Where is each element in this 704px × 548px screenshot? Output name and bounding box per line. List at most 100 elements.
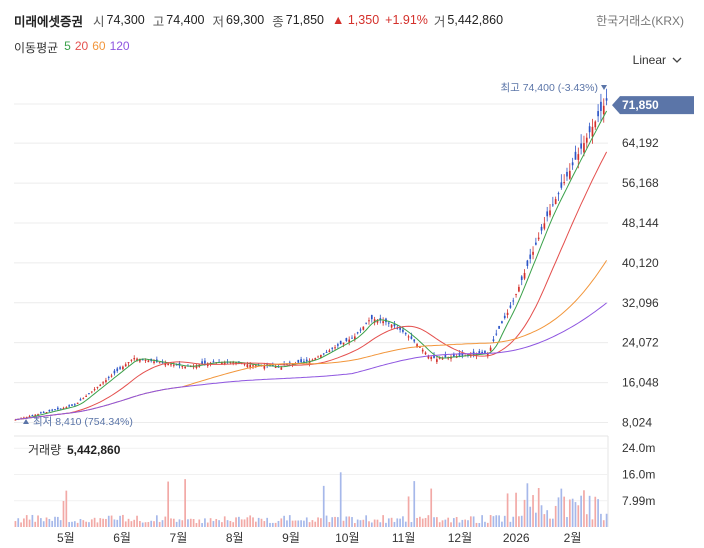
volume-bar [136, 515, 138, 527]
candle-body [568, 170, 571, 179]
scale-label: Linear [632, 53, 666, 67]
volume-bar [263, 521, 266, 527]
candle-body [144, 359, 147, 361]
candle-body [407, 336, 410, 338]
volume-bar [436, 517, 438, 527]
candle-body [546, 211, 549, 217]
volume-bar [563, 496, 566, 527]
candle-body [65, 407, 68, 409]
candle-body [486, 353, 489, 357]
high-value: 74,400 [166, 13, 205, 27]
volume-bar [20, 522, 22, 527]
candle-body [481, 351, 483, 354]
candle-body [122, 366, 124, 370]
candle-body [136, 358, 138, 361]
candle-body [529, 254, 532, 259]
volume-bar [379, 522, 382, 527]
candle-body [551, 204, 554, 206]
volume-bar [229, 520, 232, 527]
candle-body [147, 360, 150, 363]
candle-body [602, 105, 605, 115]
volume-bar [305, 517, 308, 527]
volume-bar [192, 519, 195, 527]
volume-bar [339, 472, 342, 527]
candle-body [390, 324, 393, 328]
volume-bar [348, 516, 351, 527]
volume-bar [393, 521, 396, 527]
candle-body [416, 344, 418, 348]
volume-bar [288, 515, 291, 527]
stock-summary: 미래에셋증권 시 74,300 고 74,400 저 69,300 종 71,8… [14, 10, 511, 30]
moving-average-legend: 이동평균 5 20 60 120 [14, 39, 130, 56]
price-tick-label: 40,120 [622, 256, 659, 270]
volume-bar [353, 523, 356, 527]
candle-body [14, 419, 17, 421]
volume-bar [110, 515, 113, 527]
candle-body [356, 332, 359, 334]
volume-bar [252, 517, 254, 527]
volume-bar [506, 493, 509, 527]
volume-bar [235, 517, 237, 527]
volume-bar [37, 515, 39, 527]
volume-bar [551, 518, 554, 527]
volume-bar [600, 513, 602, 527]
volume-bar [351, 517, 353, 527]
x-tick-label: 8월 [226, 531, 244, 545]
volume-bar [54, 516, 56, 527]
candle-body [362, 326, 365, 330]
volume-bar [501, 521, 503, 527]
price-tick-label: 32,096 [622, 296, 659, 310]
volume-bar [201, 523, 203, 527]
change-value: ▲ 1,350 [332, 13, 380, 27]
x-tick-label: 11월 [392, 531, 416, 545]
candle-body [591, 126, 594, 137]
volume-bar [246, 517, 249, 527]
volume-bar [141, 522, 144, 527]
scale-toggle[interactable]: Linear [633, 53, 682, 67]
candle-body [537, 237, 540, 240]
volume-bar [450, 522, 452, 527]
volume-bar [583, 490, 585, 527]
volume-bar [373, 519, 376, 527]
candle-body [59, 408, 62, 410]
candle-body [48, 409, 51, 412]
candle-body [379, 318, 382, 321]
volume-bar [399, 518, 401, 527]
volume-bar [56, 516, 59, 527]
candle-body [509, 305, 512, 308]
volume-bar [359, 520, 362, 527]
volume-bar [560, 488, 563, 527]
volume-bar [585, 514, 588, 527]
candle-body [56, 407, 59, 410]
volume-bar [602, 520, 605, 527]
volume-bar [325, 515, 328, 527]
ma-120-label: 120 [109, 39, 130, 53]
volume-bar [554, 505, 557, 527]
volume-bar [588, 495, 591, 527]
volume-bar [107, 515, 110, 527]
candle-body [127, 362, 130, 364]
high-label: 고 [152, 14, 165, 29]
volume-bar [34, 521, 37, 527]
candle-body [158, 362, 161, 364]
ma-5-label: 5 [64, 39, 71, 53]
volume-bar [537, 488, 540, 527]
candle-body [291, 363, 294, 366]
volume-bar [467, 520, 469, 527]
volume-bar [257, 517, 260, 527]
volume-bar [503, 515, 506, 527]
volume-bar [331, 517, 334, 527]
ma-5-line [15, 110, 608, 421]
candle-body [339, 340, 342, 345]
ma-20-label: 20 [74, 39, 89, 53]
volume-bar [294, 520, 297, 527]
volume-bar [23, 518, 25, 527]
candle-body [467, 354, 469, 356]
volume-bar [469, 516, 472, 527]
volume-bar [532, 495, 534, 527]
volume-bar [62, 500, 65, 527]
candle-body [436, 359, 438, 362]
candle-body [172, 364, 175, 366]
candle-body [274, 366, 277, 369]
